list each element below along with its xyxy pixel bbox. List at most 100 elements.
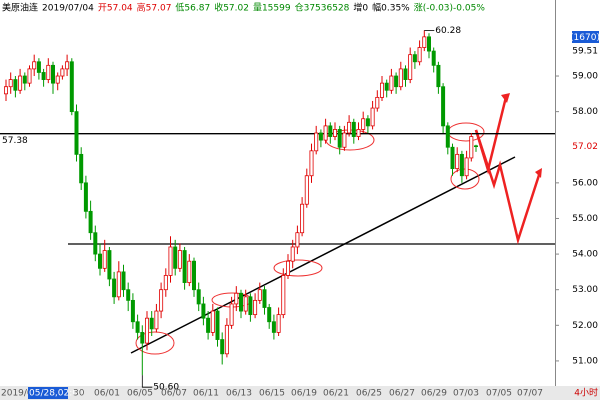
candle-body	[337, 129, 342, 148]
circle	[135, 331, 175, 355]
right-top-value: 59.51	[572, 47, 598, 57]
candle-body	[149, 317, 154, 330]
candle-body	[135, 321, 140, 333]
candle-body	[412, 54, 417, 63]
candle-body	[121, 271, 126, 291]
candle-body	[469, 136, 474, 159]
candle-body	[182, 250, 187, 283]
candle-body	[342, 132, 347, 148]
resistance-label: 57.38	[2, 136, 28, 146]
candle-body	[46, 64, 51, 80]
candle-body	[177, 250, 182, 269]
candle-body	[93, 232, 98, 255]
x-tick-label: 30	[73, 389, 85, 399]
y-tick-label: 56.00	[572, 178, 598, 188]
header-item: 开57.04	[98, 3, 133, 14]
candle-body	[69, 61, 74, 113]
candle-body	[318, 132, 323, 141]
annotation-label: 60.28	[435, 26, 461, 36]
candle-body	[201, 303, 206, 319]
candle-body	[300, 203, 305, 234]
candle-body	[271, 321, 276, 333]
candle-body	[436, 64, 441, 88]
candle-body	[314, 132, 319, 152]
candle-body	[210, 310, 215, 333]
x-tick-label: 06/27	[389, 389, 415, 399]
y-tick-label: 53.00	[572, 285, 598, 295]
candle-body	[159, 289, 164, 312]
count-box	[572, 31, 599, 43]
annotation-label: 50.60	[153, 383, 179, 393]
header-item: 美原油连	[2, 2, 38, 14]
header-item: 低56.87	[175, 2, 210, 14]
candle-body	[347, 121, 352, 134]
candle-body	[206, 317, 211, 333]
y-tick-label: 52.00	[572, 321, 598, 331]
x-tick-label: 07/03	[453, 389, 479, 399]
candle-body	[144, 317, 149, 344]
candle-body	[36, 61, 41, 73]
candle-body	[384, 82, 389, 91]
circle	[273, 259, 323, 277]
x-tick-label: 06/19	[291, 389, 317, 399]
candle-body	[163, 275, 168, 291]
candle-body	[83, 182, 88, 212]
header-item: 涨(-0.03)-0.05%	[414, 3, 486, 14]
header-item: 收57.02	[214, 2, 249, 14]
candle-body	[295, 232, 300, 248]
candle-body	[285, 260, 290, 276]
candle-body	[389, 75, 394, 91]
candle-body	[328, 125, 333, 137]
candle-body	[356, 129, 361, 137]
candle-body	[455, 153, 460, 170]
time-axis-strip	[0, 386, 600, 400]
candle-body	[107, 250, 112, 280]
x-tick-label: 06/11	[193, 389, 219, 399]
candle-body	[112, 278, 117, 298]
x-tick-label: 2019/0	[1, 389, 33, 399]
candle-body	[22, 75, 27, 84]
header: 美原油连 2019/07/04 开57.04 高57.07 低56.87 收57.02 量1…	[2, 2, 485, 14]
x-tick-label: 07/05	[486, 389, 512, 399]
y-tick-label: 54.00	[572, 250, 598, 260]
x-tick-label: 06/29	[421, 389, 447, 399]
last-price-label: 57.02	[572, 142, 598, 152]
candle-body	[379, 82, 384, 98]
candle-body	[309, 150, 314, 177]
candle-body	[243, 296, 248, 312]
period-label: 4小时	[574, 387, 598, 399]
trend-line	[130, 156, 516, 354]
candle-body	[445, 125, 450, 148]
x-tick-label: 06/13	[226, 389, 252, 399]
candle-body	[102, 250, 107, 269]
candle-body	[154, 310, 159, 330]
candle-body	[290, 246, 295, 262]
x-tick-label: 06/07	[161, 389, 187, 399]
candle-body	[234, 292, 239, 305]
candle-body	[74, 111, 79, 155]
arrow-head	[535, 168, 542, 178]
candle-body	[191, 260, 196, 291]
x-tick-label: 07/07	[517, 389, 543, 399]
candle-body	[224, 324, 229, 355]
candle-body	[229, 303, 234, 326]
candle-body	[332, 129, 337, 137]
candle-body	[417, 47, 422, 63]
candle-body	[18, 75, 23, 91]
header-item: 2019/07/04	[42, 4, 94, 14]
candle-body	[187, 260, 192, 283]
candle-body	[267, 307, 272, 323]
candle-body	[276, 314, 281, 333]
candle-body	[398, 68, 403, 88]
candle-body	[464, 157, 469, 177]
x-tick-label: 05/28,02:00	[29, 389, 84, 399]
candle-body	[8, 79, 13, 88]
candle-body	[375, 96, 380, 109]
candle-body	[450, 146, 455, 170]
header-item: 增0	[353, 2, 368, 14]
annotation-leader	[141, 375, 153, 388]
candle-body	[281, 275, 286, 316]
candle-body	[140, 332, 145, 344]
candle-body	[426, 36, 431, 52]
